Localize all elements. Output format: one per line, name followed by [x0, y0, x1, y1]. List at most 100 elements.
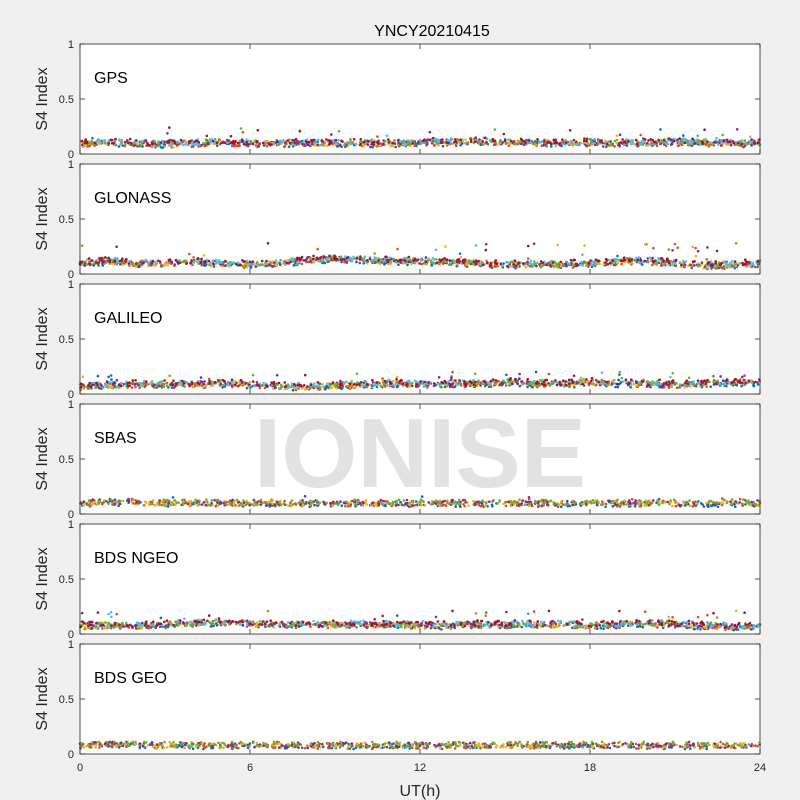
data-point	[343, 258, 346, 261]
data-point	[190, 145, 193, 148]
data-point	[630, 497, 634, 501]
data-point	[212, 265, 216, 268]
data-point	[355, 372, 359, 376]
data-point	[312, 257, 315, 261]
data-point	[670, 260, 673, 264]
data-point	[85, 141, 89, 145]
data-point	[626, 140, 630, 143]
data-point	[741, 381, 744, 385]
data-point	[207, 377, 211, 381]
data-point	[300, 262, 304, 266]
data-point	[689, 385, 692, 388]
data-point	[272, 142, 276, 146]
data-point	[669, 375, 672, 379]
data-point	[658, 385, 661, 389]
data-point	[105, 385, 108, 389]
data-point	[373, 252, 377, 255]
data-point	[716, 505, 720, 509]
data-point	[202, 141, 205, 145]
data-point	[433, 382, 436, 385]
data-point	[89, 385, 92, 389]
data-point	[262, 381, 265, 385]
data-point	[399, 140, 403, 143]
data-point	[191, 143, 194, 146]
data-point	[488, 138, 492, 142]
data-point	[406, 382, 409, 386]
data-point	[602, 382, 605, 386]
data-point	[166, 132, 169, 135]
data-point	[491, 378, 495, 381]
data-point	[677, 144, 681, 147]
data-point	[704, 382, 708, 386]
data-point	[502, 262, 505, 265]
data-point	[200, 257, 203, 261]
data-point	[135, 139, 138, 142]
data-point	[273, 261, 276, 264]
data-point	[526, 141, 529, 144]
data-point	[422, 384, 426, 388]
data-point	[481, 263, 485, 267]
data-point	[173, 263, 176, 266]
data-point	[411, 142, 415, 145]
data-point	[304, 140, 308, 143]
data-point	[729, 261, 732, 265]
data-point	[728, 140, 732, 144]
data-point	[606, 142, 609, 146]
data-point	[595, 378, 598, 382]
data-point	[604, 140, 608, 144]
data-point	[277, 381, 281, 385]
data-point	[542, 144, 545, 147]
data-point	[735, 128, 739, 131]
data-point	[592, 263, 596, 266]
data-point	[706, 262, 710, 265]
data-point	[504, 382, 507, 385]
data-point	[80, 139, 84, 143]
data-point	[600, 371, 604, 374]
data-point	[714, 141, 717, 144]
data-point	[431, 136, 435, 140]
data-point	[657, 138, 660, 142]
data-point	[346, 141, 349, 144]
data-point	[88, 260, 91, 264]
data-point	[139, 142, 142, 145]
data-point	[302, 140, 306, 143]
data-point	[529, 141, 533, 144]
data-point	[182, 139, 186, 142]
data-point	[675, 382, 678, 385]
data-point	[629, 505, 632, 508]
data-point	[737, 141, 740, 145]
data-point	[666, 142, 670, 146]
data-point	[684, 260, 688, 263]
data-point	[323, 141, 327, 144]
data-point	[624, 378, 628, 382]
data-point	[504, 384, 508, 387]
data-point	[556, 243, 559, 247]
data-point	[469, 262, 473, 266]
data-point	[288, 141, 292, 145]
data-point	[90, 263, 94, 266]
data-point	[373, 257, 376, 261]
data-point	[599, 381, 603, 385]
data-point	[467, 261, 471, 264]
data-point	[696, 265, 700, 268]
data-point	[651, 139, 655, 142]
data-point	[547, 382, 550, 385]
data-point	[486, 142, 490, 146]
y-tick-label: 0.5	[59, 214, 74, 226]
data-point	[630, 139, 633, 143]
data-point	[408, 385, 412, 388]
data-point	[227, 139, 230, 142]
data-point	[362, 383, 365, 387]
data-point	[749, 140, 752, 144]
data-point	[653, 140, 656, 144]
data-point	[688, 382, 692, 385]
data-point	[402, 139, 406, 142]
data-point	[469, 138, 473, 141]
data-point	[489, 380, 493, 383]
data-point	[386, 262, 390, 266]
data-point	[616, 254, 619, 258]
data-point	[519, 137, 523, 141]
y-axis-label: S4 Index	[34, 307, 51, 370]
data-point	[756, 265, 759, 269]
